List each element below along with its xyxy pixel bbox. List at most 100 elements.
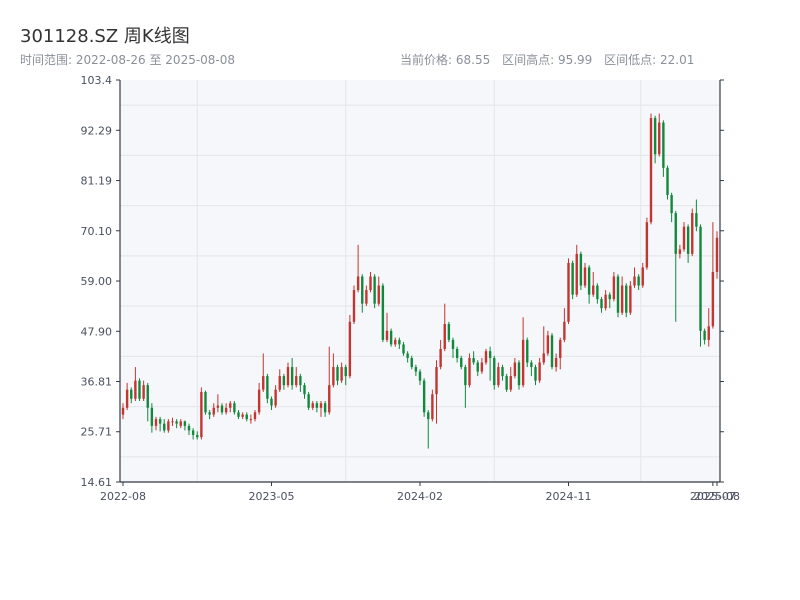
candle-up — [212, 407, 215, 415]
candle-up — [142, 385, 145, 399]
candle-down — [208, 412, 211, 415]
candle-down — [270, 398, 273, 406]
candle-up — [224, 407, 228, 413]
candle-down — [245, 414, 248, 420]
x-tick-label: 2025-07 — [690, 490, 736, 503]
date-range: 时间范围: 2022-08-26 至 2025-08-08 — [20, 51, 235, 68]
candle-up — [365, 290, 368, 304]
candle-up — [241, 414, 244, 417]
candle-down — [550, 335, 554, 368]
candle-down — [150, 407, 154, 426]
candle-up — [274, 389, 277, 406]
candle-up — [134, 380, 137, 399]
candle-up — [542, 353, 545, 363]
candle-up — [278, 376, 281, 390]
candle-up — [340, 367, 343, 381]
range-end: 2025-08-08 — [165, 53, 236, 67]
candle-down — [414, 367, 418, 372]
candle-up — [439, 348, 442, 368]
candle-down — [625, 285, 628, 313]
candle-down — [336, 367, 339, 381]
candle-down — [361, 276, 364, 304]
candle-up — [200, 391, 203, 438]
candle-up — [554, 357, 558, 368]
candle-down — [163, 423, 166, 431]
candle-down — [476, 362, 479, 372]
y-tick-label: 25.71 — [81, 426, 113, 439]
candle-up — [352, 290, 356, 322]
candle-down — [299, 376, 302, 386]
candle-up — [249, 419, 253, 421]
candle-down — [530, 362, 533, 368]
candle-down — [699, 226, 702, 331]
candle-down — [303, 385, 306, 395]
candle-down — [464, 367, 467, 386]
candle-down — [290, 367, 294, 386]
candle-down — [220, 405, 224, 413]
candle-up — [311, 403, 314, 408]
candle-down — [344, 367, 347, 377]
candle-up — [348, 321, 352, 377]
range-separator: 至 — [149, 53, 162, 67]
candle-down — [282, 376, 286, 386]
candle-up — [229, 403, 232, 408]
range-label: 时间范围: — [20, 53, 73, 67]
candle-down — [418, 371, 422, 381]
candle-up — [262, 376, 265, 390]
y-tick-label: 92.29 — [81, 124, 113, 137]
candle-down — [505, 376, 508, 390]
candle-up — [567, 262, 570, 322]
current-price-label: 当前价格: — [400, 53, 453, 67]
candle-up — [435, 367, 438, 395]
range-start: 2022-08-26 — [75, 53, 146, 67]
candle-down — [389, 330, 393, 345]
candle-down — [637, 276, 640, 286]
candle-down — [501, 367, 504, 377]
candle-down — [373, 276, 376, 304]
candle-up — [286, 367, 290, 386]
candle-down — [447, 324, 451, 340]
candle-up — [649, 118, 653, 223]
candle-down — [422, 380, 426, 413]
candle-up — [377, 285, 380, 304]
candle-down — [686, 226, 690, 254]
candle-down — [460, 357, 463, 368]
candle-up — [468, 357, 471, 386]
candle-down — [323, 403, 327, 413]
candle-up — [216, 405, 220, 408]
candle-up — [257, 389, 261, 413]
candle-up — [658, 122, 661, 155]
candle-down — [600, 299, 603, 309]
candle-down — [666, 167, 669, 195]
range-low-label: 区间低点: — [604, 53, 657, 67]
range-high-value: 95.99 — [557, 53, 593, 67]
candle-up — [369, 276, 372, 291]
candle-down — [455, 348, 459, 358]
y-tick-label: 59.00 — [81, 275, 113, 288]
candle-down — [130, 389, 133, 399]
candle-up — [443, 324, 446, 349]
candle-up — [154, 419, 158, 426]
candle-down — [183, 421, 187, 426]
candle-down — [307, 394, 310, 408]
candle-up — [167, 421, 170, 431]
candle-up — [691, 213, 694, 254]
candle-up — [509, 376, 512, 390]
candle-up — [497, 367, 500, 386]
candle-down — [534, 367, 537, 381]
candle-down — [187, 425, 191, 431]
candle-down — [402, 344, 405, 354]
candle-up — [121, 407, 125, 415]
y-tick-label: 70.10 — [81, 225, 113, 238]
y-tick-label: 47.90 — [81, 325, 113, 338]
candle-up — [480, 362, 484, 372]
candle-up — [563, 321, 566, 340]
candle-down — [517, 362, 521, 386]
candle-down — [451, 339, 455, 349]
candle-up — [125, 389, 129, 408]
candle-down — [237, 412, 240, 417]
candle-up — [678, 249, 682, 254]
candle-up — [538, 362, 541, 381]
candle-up — [431, 394, 434, 420]
candle-up — [711, 271, 715, 327]
